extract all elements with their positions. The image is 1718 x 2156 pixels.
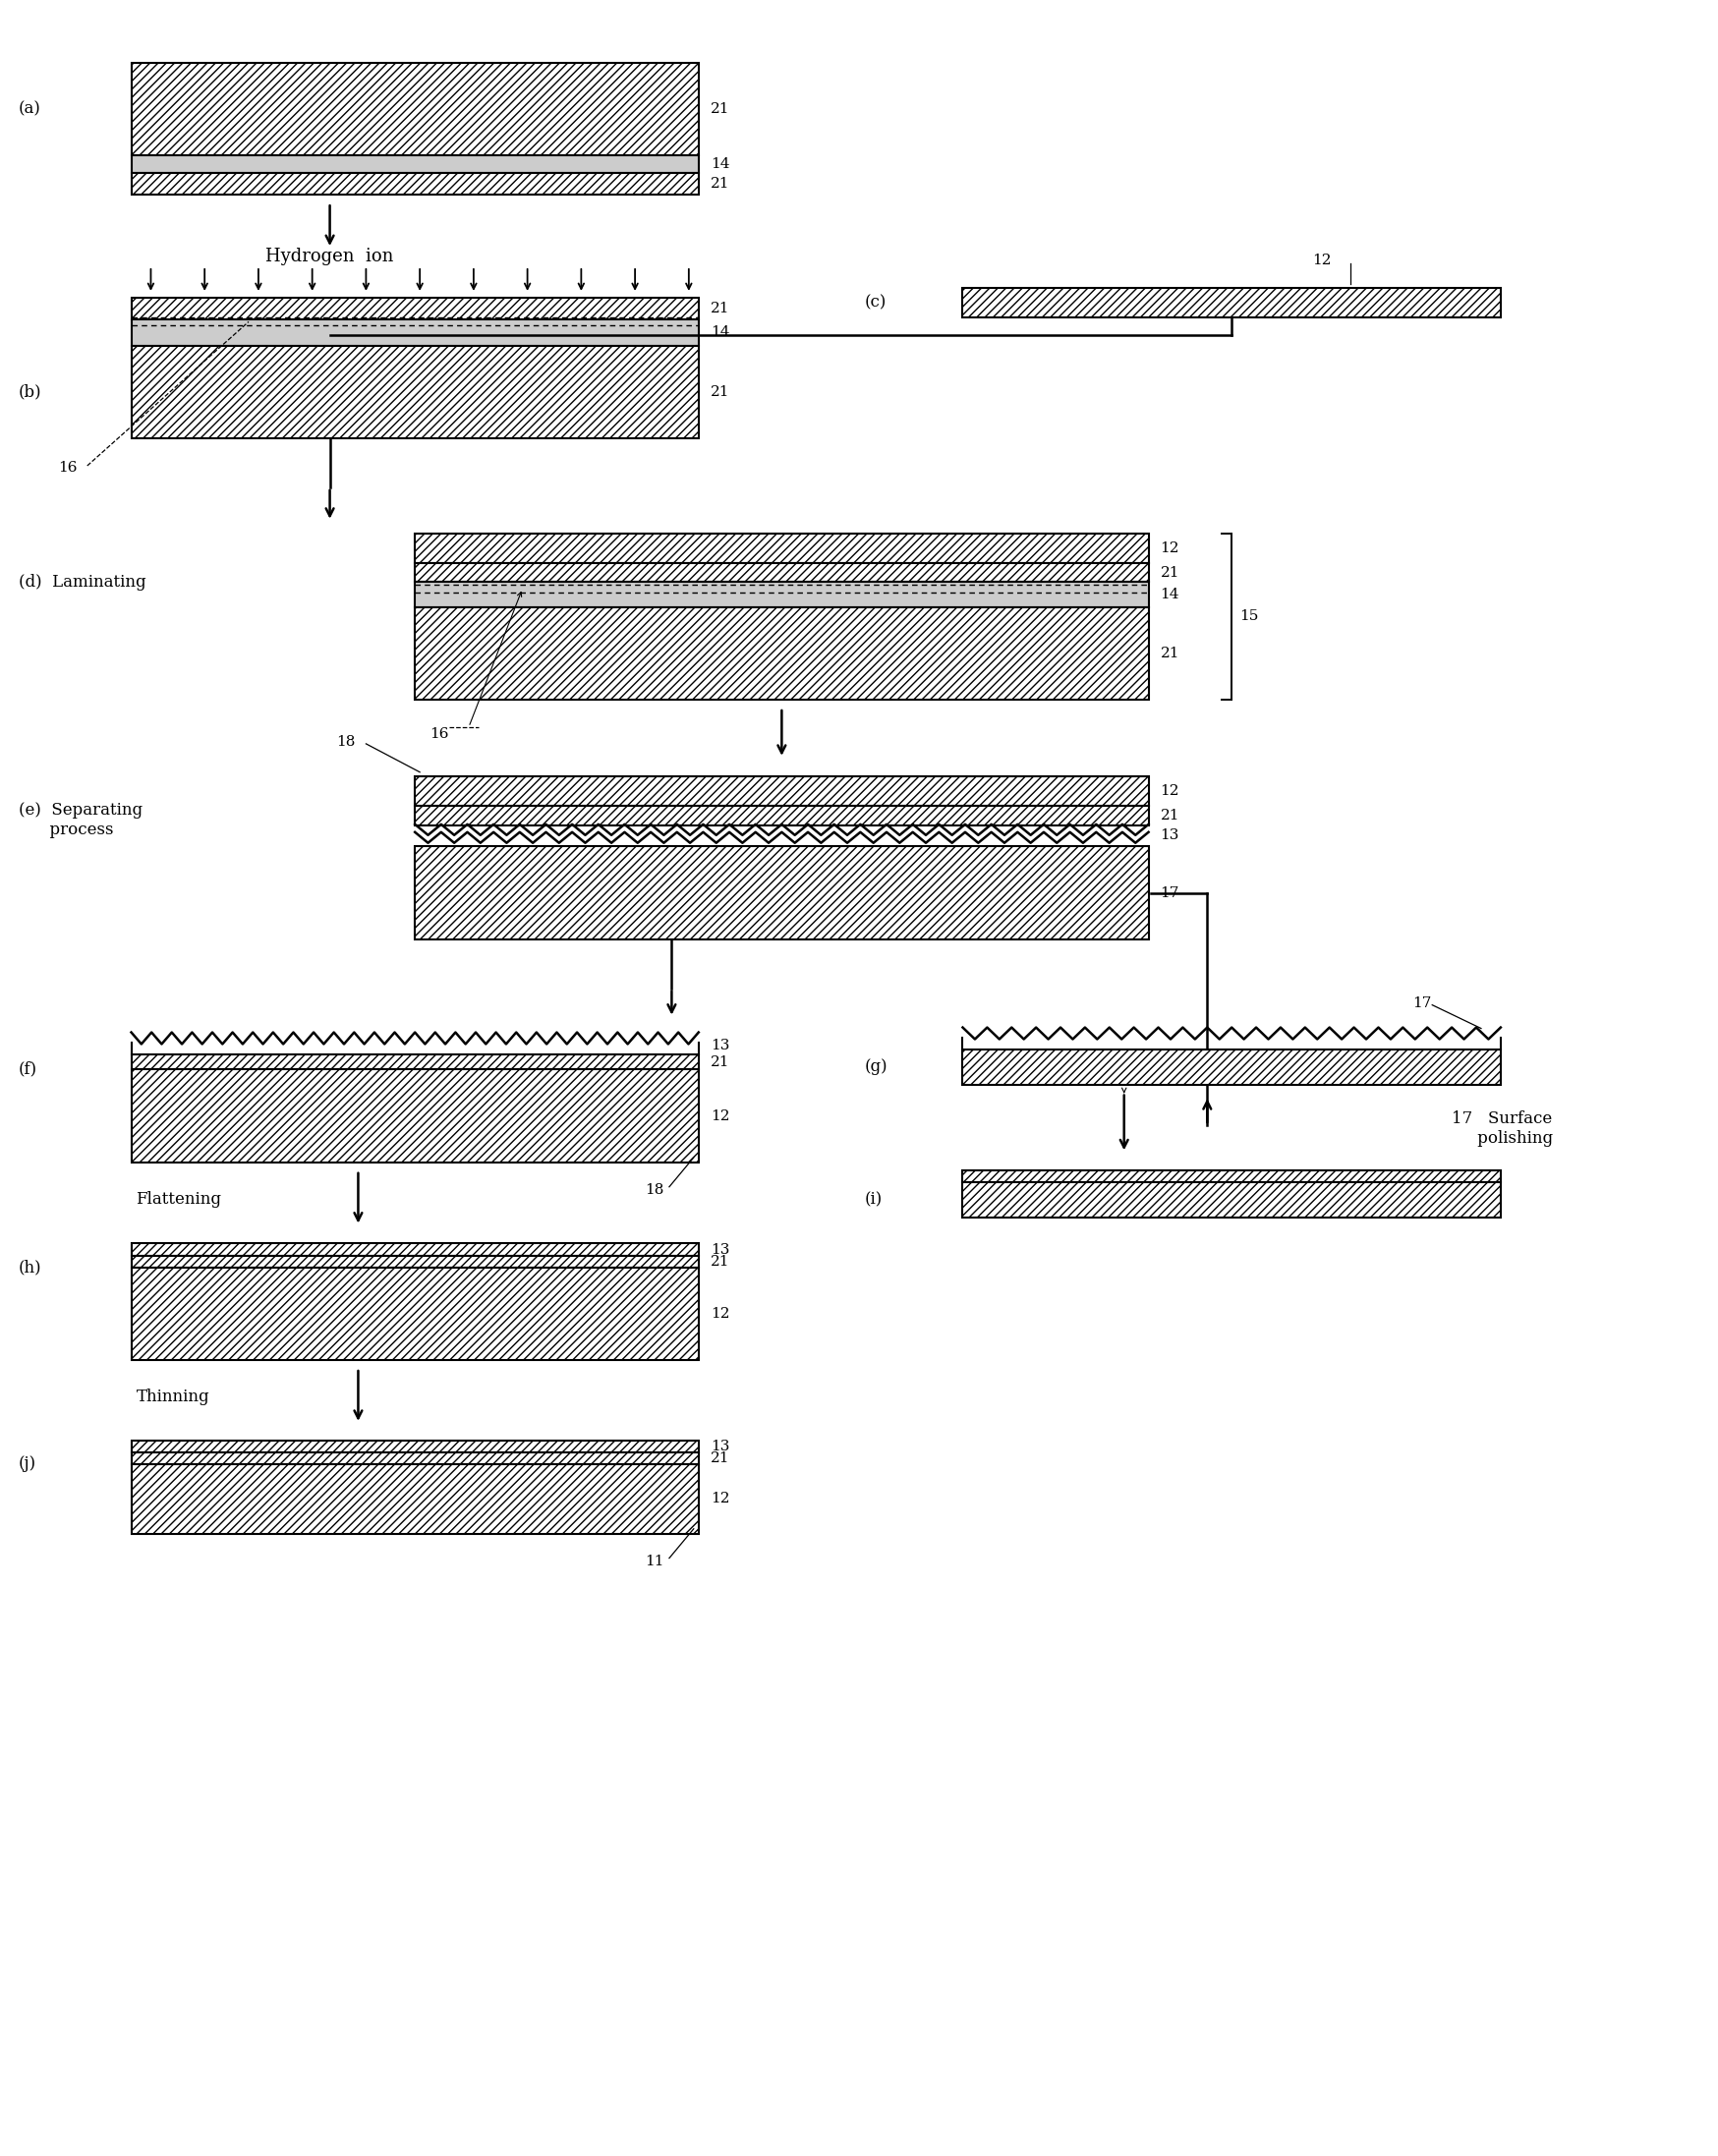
Bar	[131, 172, 698, 194]
Text: (h): (h)	[19, 1259, 41, 1276]
Bar	[414, 582, 1148, 606]
Text: Thinning: Thinning	[136, 1388, 210, 1406]
Text: 21: 21	[1160, 808, 1179, 821]
Text: 12: 12	[710, 1492, 728, 1505]
Text: 12: 12	[1160, 785, 1179, 798]
Text: 14: 14	[1160, 589, 1179, 602]
Text: 21: 21	[710, 1054, 728, 1069]
Text: (a): (a)	[19, 101, 41, 119]
Text: 21: 21	[1160, 647, 1179, 660]
Bar	[131, 1255, 698, 1268]
Text: (c): (c)	[864, 293, 886, 310]
Text: 21: 21	[710, 1451, 728, 1464]
Bar	[414, 847, 1148, 940]
Text: 14: 14	[710, 157, 728, 172]
Bar	[414, 606, 1148, 701]
Text: (b): (b)	[19, 384, 41, 401]
Bar	[131, 155, 698, 172]
Text: 14: 14	[710, 326, 728, 338]
Bar	[962, 1181, 1500, 1218]
Text: 13: 13	[710, 1039, 728, 1052]
Text: 21: 21	[710, 302, 728, 315]
Text: 11: 11	[644, 1554, 663, 1567]
Text: 18: 18	[337, 735, 356, 748]
Text: 13: 13	[1160, 828, 1179, 843]
Bar	[131, 1054, 698, 1069]
Text: 21: 21	[710, 177, 728, 192]
Text: 13: 13	[710, 1440, 728, 1453]
Bar	[962, 1171, 1500, 1181]
Text: 17: 17	[1160, 886, 1179, 899]
Text: 18: 18	[644, 1184, 663, 1197]
Bar	[131, 1440, 698, 1453]
Text: Hydrogen  ion: Hydrogen ion	[266, 248, 393, 265]
Bar	[131, 298, 698, 319]
Text: (j): (j)	[19, 1455, 36, 1473]
Bar	[414, 806, 1148, 826]
Bar	[414, 533, 1148, 563]
Bar	[131, 1464, 698, 1533]
Bar	[131, 1453, 698, 1464]
Text: 12: 12	[710, 1108, 728, 1123]
Bar	[131, 1244, 698, 1255]
Text: 12: 12	[1311, 254, 1331, 267]
Text: 12: 12	[710, 1307, 728, 1322]
Text: 17: 17	[1412, 996, 1431, 1009]
Text: 15: 15	[1239, 610, 1258, 623]
Bar	[131, 63, 698, 155]
Text: Flattening: Flattening	[136, 1192, 222, 1207]
Bar	[131, 319, 698, 345]
Text: 21: 21	[710, 103, 728, 116]
Bar	[131, 1069, 698, 1162]
Text: (f): (f)	[19, 1061, 38, 1078]
Bar	[414, 563, 1148, 582]
Bar	[962, 1050, 1500, 1084]
Text: 21: 21	[710, 1255, 728, 1268]
Bar	[962, 287, 1500, 317]
Bar	[414, 776, 1148, 806]
Text: 16: 16	[430, 727, 448, 742]
Text: 12: 12	[1160, 541, 1179, 554]
Text: 21: 21	[710, 386, 728, 399]
Text: (i): (i)	[864, 1192, 883, 1207]
Text: (e)  Separating
      process: (e) Separating process	[19, 802, 143, 839]
Text: (g): (g)	[864, 1059, 888, 1076]
Text: (d)  Laminating: (d) Laminating	[19, 573, 146, 591]
Bar	[131, 1268, 698, 1360]
Text: 17   Surface
     polishing: 17 Surface polishing	[1452, 1110, 1553, 1147]
Bar	[131, 345, 698, 438]
Text: 13: 13	[710, 1242, 728, 1257]
Text: 16: 16	[58, 461, 77, 474]
Text: 21: 21	[1160, 565, 1179, 580]
